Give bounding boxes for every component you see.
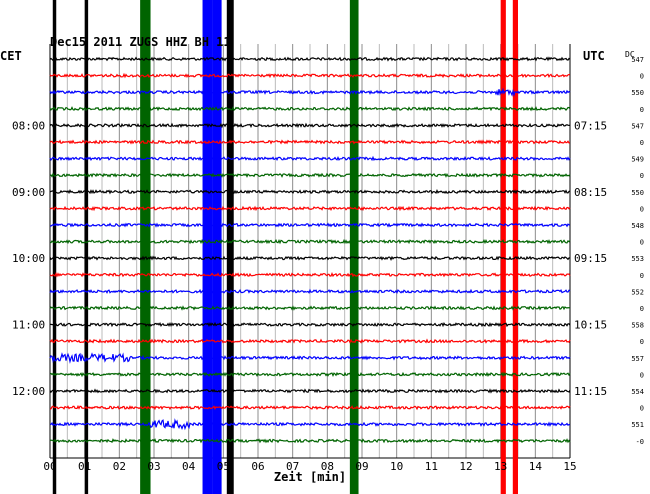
trace-row-1 bbox=[49, 72, 571, 79]
right-time-label: 08:15 bbox=[574, 186, 607, 199]
trace-row-7 bbox=[49, 172, 571, 178]
x-tick-label: 00 bbox=[43, 460, 56, 473]
left-time-label: 11:00 bbox=[12, 319, 45, 332]
saturation-band-7 bbox=[500, 0, 506, 494]
trace-row-22 bbox=[49, 418, 571, 431]
dc-value: 551 bbox=[631, 421, 644, 429]
trace-row-5 bbox=[49, 139, 571, 145]
trace-row-12 bbox=[49, 255, 571, 261]
trace-row-21 bbox=[49, 404, 571, 411]
x-tick-label: 02 bbox=[113, 460, 126, 473]
dc-value: 0 bbox=[640, 172, 644, 180]
x-tick-label: 07 bbox=[286, 460, 299, 473]
saturation-band-3 bbox=[202, 0, 213, 494]
dc-value: 547 bbox=[631, 122, 644, 130]
trace-row-8 bbox=[49, 188, 571, 195]
saturation-bands bbox=[52, 0, 518, 494]
trace-row-3 bbox=[49, 106, 571, 112]
trace-row-16 bbox=[49, 321, 571, 328]
saturation-band-8 bbox=[512, 0, 518, 494]
saturation-band-4 bbox=[212, 0, 222, 494]
x-tick-label: 05 bbox=[217, 460, 230, 473]
dc-value: 0 bbox=[640, 338, 644, 346]
saturation-band-2 bbox=[140, 0, 151, 494]
dc-value: 0 bbox=[640, 73, 644, 81]
trace-row-18 bbox=[49, 352, 571, 364]
saturation-band-0 bbox=[52, 0, 57, 494]
x-tick-label: 14 bbox=[529, 460, 543, 473]
dc-value: 0 bbox=[640, 239, 644, 247]
x-tick-label: 09 bbox=[355, 460, 368, 473]
trace-row-15 bbox=[49, 305, 571, 311]
x-tick-label: 06 bbox=[251, 460, 264, 473]
saturation-band-6 bbox=[349, 0, 359, 494]
x-axis-label: Zeit [min] bbox=[274, 470, 346, 484]
x-tick-label: 13 bbox=[494, 460, 507, 473]
right-time-label: 09:15 bbox=[574, 252, 607, 265]
x-tick-label: 04 bbox=[182, 460, 196, 473]
saturation-band-1 bbox=[84, 0, 89, 494]
dc-value: 552 bbox=[631, 288, 644, 296]
utc-label: UTC bbox=[583, 49, 605, 63]
right-time-label: 07:15 bbox=[574, 119, 607, 132]
trace-row-6 bbox=[49, 155, 571, 162]
x-tick-label: 01 bbox=[78, 460, 91, 473]
x-tick-label: 11 bbox=[425, 460, 438, 473]
dc-value: 0 bbox=[640, 139, 644, 147]
trace-row-23 bbox=[49, 438, 571, 444]
saturation-band-5 bbox=[226, 0, 234, 494]
dc-value: 0 bbox=[640, 272, 644, 280]
labels: Dec15 2011 ZUGS HHZ BH 11 CET UTC DC Zei… bbox=[0, 35, 635, 484]
trace-row-14 bbox=[49, 288, 571, 294]
x-tick-label: 12 bbox=[459, 460, 472, 473]
dc-value: 548 bbox=[631, 222, 644, 230]
dc-value: 557 bbox=[631, 355, 644, 363]
left-time-label: 09:00 bbox=[12, 186, 45, 199]
cet-label: CET bbox=[0, 49, 22, 63]
dc-label: DC bbox=[625, 50, 635, 59]
dc-value: 558 bbox=[631, 322, 644, 330]
dc-value: 0 bbox=[640, 371, 644, 379]
dc-value: 549 bbox=[631, 156, 644, 164]
left-time-label: 12:00 bbox=[12, 385, 45, 398]
x-tick-label: 03 bbox=[147, 460, 160, 473]
trace-row-9 bbox=[49, 205, 571, 212]
chart-title: Dec15 2011 ZUGS HHZ BH 11 bbox=[50, 35, 231, 49]
trace-row-0 bbox=[49, 56, 571, 62]
trace-row-2 bbox=[49, 87, 571, 98]
trace-row-4 bbox=[49, 122, 571, 129]
dc-value: 547 bbox=[631, 56, 644, 64]
trace-row-19 bbox=[49, 371, 571, 378]
dc-value: 0 bbox=[640, 305, 644, 313]
dc-value: 553 bbox=[631, 255, 644, 263]
trace-row-11 bbox=[49, 238, 571, 245]
dc-value: 550 bbox=[631, 189, 644, 197]
dc-value: 554 bbox=[631, 388, 644, 396]
trace-row-10 bbox=[50, 222, 570, 228]
dc-value: 550 bbox=[631, 89, 644, 97]
x-tick-label: 10 bbox=[390, 460, 403, 473]
x-tick-label: 15 bbox=[563, 460, 576, 473]
left-time-label: 08:00 bbox=[12, 119, 45, 132]
generated-labels: 00 01 02 03 04 05 06 07 08 09 10 11 12 13 14 1508:0009:… bbox=[12, 56, 644, 473]
trace-row-20 bbox=[49, 388, 571, 394]
right-time-label: 10:15 bbox=[574, 319, 607, 332]
dc-value: 0 bbox=[640, 106, 644, 114]
right-time-label: 11:15 bbox=[574, 385, 607, 398]
left-time-label: 10:00 bbox=[12, 252, 45, 265]
trace-row-17 bbox=[49, 338, 571, 344]
traces bbox=[49, 56, 571, 444]
dc-value: -0 bbox=[636, 438, 644, 446]
x-tick-label: 08 bbox=[321, 460, 334, 473]
trace-row-13 bbox=[49, 272, 571, 278]
dc-value: 0 bbox=[640, 405, 644, 413]
dc-value: 0 bbox=[640, 205, 644, 213]
